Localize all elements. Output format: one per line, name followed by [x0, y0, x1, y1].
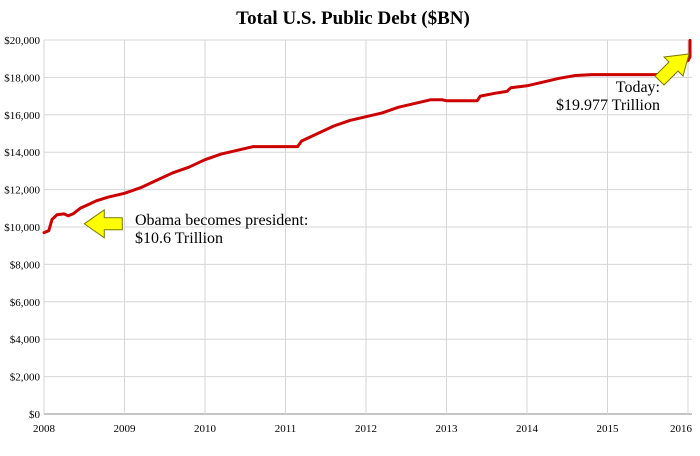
arrow-up-right-icon — [654, 53, 690, 86]
annotations: Obama becomes president:$10.6 Trillion To… — [83, 53, 690, 247]
series-line-debt — [42, 38, 692, 235]
y-tick-label: $10,000 — [4, 222, 40, 234]
y-tick-label: $18,000 — [4, 72, 40, 84]
y-axis-ticks: $0 $2,000 $4,000 $6,000 $8,000 $10,000 $12,000… — [4, 35, 40, 421]
y-tick-label: $0 — [29, 409, 41, 421]
y-tick-label: $16,000 — [4, 110, 40, 122]
annotation-today-text: Today: — [616, 79, 660, 96]
gridlines — [43, 39, 692, 415]
y-tick-label: $14,000 — [4, 147, 40, 159]
arrow-left-icon — [83, 208, 123, 239]
series-layer — [42, 38, 692, 235]
x-tick-label: 2013 — [435, 423, 458, 435]
chart-title: Total U.S. Public Debt ($BN) — [236, 8, 470, 29]
x-tick-label: 2012 — [355, 423, 377, 435]
x-tick-label: 2015 — [596, 423, 619, 435]
x-tick-label: 2010 — [194, 423, 217, 435]
x-tick-label: 2009 — [113, 423, 136, 435]
x-tick-label: 2008 — [33, 423, 56, 435]
y-tick-label: $20,000 — [4, 35, 40, 47]
annotation-today-text: $19.977 Trillion — [556, 97, 660, 114]
annotation-obama-text: $10.6 Trillion — [135, 230, 223, 247]
x-axis-ticks: 2008 2009 2010 2011 2012 2013 2014 2015 2016 — [33, 423, 692, 435]
x-tick-label: 2016 — [670, 423, 693, 435]
y-tick-label: $12,000 — [4, 185, 40, 197]
x-tick-label: 2011 — [275, 423, 297, 435]
y-tick-label: $6,000 — [10, 297, 41, 309]
y-tick-label: $8,000 — [10, 259, 41, 271]
y-tick-label: $4,000 — [10, 334, 41, 346]
annotation-obama-text: Obama becomes president: — [135, 212, 308, 229]
y-tick-label: $2,000 — [10, 372, 41, 384]
x-tick-label: 2014 — [516, 423, 539, 435]
